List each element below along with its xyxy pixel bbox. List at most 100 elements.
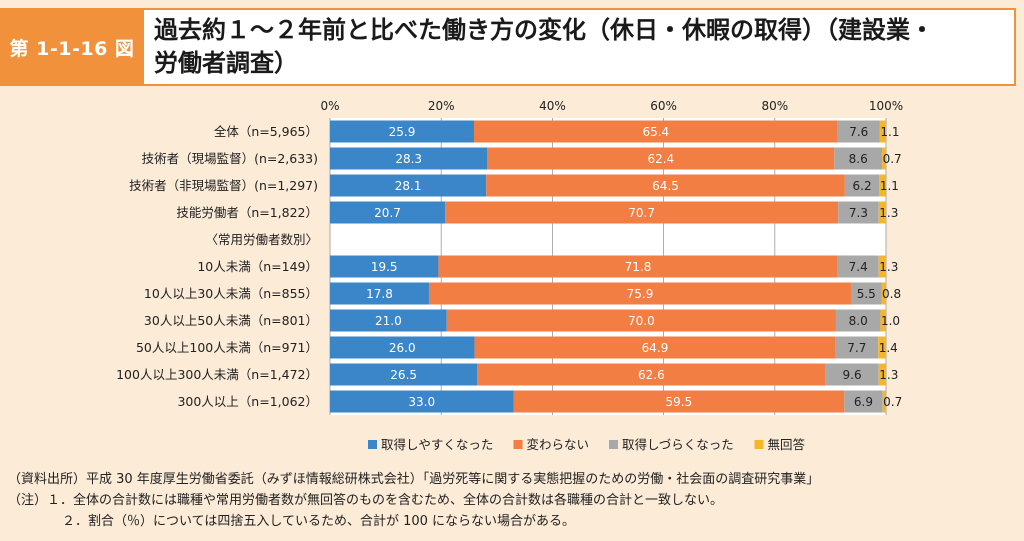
note-2: ２．割合（％）については四捨五入しているため、合計が 100 にならない場合があ… [62,514,576,529]
category-label: 技術者（非現場監督）(n=1,297) [129,178,318,193]
data-label: 70.7 [628,206,655,220]
bar-segment [330,282,429,305]
data-label: 7.7 [847,341,866,355]
bar-segment [844,174,880,197]
bar-segment [446,309,836,332]
data-label: 5.5 [857,287,876,301]
data-label: 33.0 [408,395,435,409]
data-label: 8.0 [849,314,868,328]
legend-swatch [609,440,618,449]
data-label: 6.9 [854,395,873,409]
bar-segment [878,255,886,278]
bar-segment [850,282,882,305]
bar-segment [878,336,886,359]
data-label: 62.6 [638,368,665,382]
bar-segment [835,309,881,332]
bar-segment [878,363,886,386]
data-label: 6.2 [853,179,872,193]
data-label: 19.5 [371,260,398,274]
category-label: 10人未満（n=149） [197,259,318,274]
legend-swatch [754,440,764,449]
bar-segment [438,255,838,278]
figure-number: 第 1-1-16 図 [0,8,144,86]
data-label: 1.0 [881,314,900,328]
bar-segment [477,363,826,386]
data-label: 0.7 [883,395,902,409]
data-label: 28.3 [395,152,422,166]
x-tick-label: 40% [539,99,566,113]
data-label: 1.1 [880,179,899,193]
bar-segment [487,147,835,170]
category-label: 300人以上（n=1,062） [177,394,318,409]
bar-segment [882,147,886,170]
legend-label: 無回答 [768,437,806,452]
category-label: 技術者（現場監督）(n=2,633) [142,151,318,166]
category-label: 50人以上100人未満（n=971） [136,340,318,355]
bar-segment [834,147,883,170]
category-label: 10人以上30人未満（n=855） [144,286,318,301]
bar-segment [330,336,475,359]
legend-swatch [368,440,377,449]
bar-segment [838,201,879,224]
bar-segment [837,120,880,143]
bar-segment [835,336,879,359]
bar-segment [879,120,886,143]
bar-segment [881,282,886,305]
bar-segment [330,201,446,224]
bar-segment [513,390,845,413]
data-label: 75.9 [627,287,654,301]
note-1: （注）１．全体の合計数には職種や常用労働者数が無回答のものを含むため、全体の合計… [8,493,724,508]
x-tick-label: 60% [650,99,677,113]
data-label: 0.7 [883,152,902,166]
data-label: 64.5 [652,179,679,193]
bar-segment [330,174,487,197]
legend-swatch [513,440,523,449]
notes: （資料出所）平成 30 年度厚生労働省委託（みずほ情報総研株式会社）「過労死等に… [8,469,1018,532]
category-label: 〈常用労働者数別〉 [205,232,318,247]
data-label: 0.8 [882,287,901,301]
figure-title-line2: 労働者調査） [154,49,298,77]
legend-label: 取得しづらくなった [622,437,734,452]
bar-segment [330,120,475,143]
bar-segment [330,147,488,170]
bar-segment [882,390,886,413]
data-label: 9.6 [843,368,862,382]
x-tick-label: 100% [869,99,903,113]
data-label: 20.7 [374,206,401,220]
figure-title: 過去約１～２年前と比べた働き方の変化（休日・休暇の取得）（建設業・ 労働者調査） [154,14,1004,80]
bar-segment [330,309,447,332]
bar-segment [837,255,879,278]
data-label: 26.0 [389,341,416,355]
data-label: 1.3 [879,368,898,382]
x-tick-label: 0% [320,99,339,113]
data-label: 64.9 [642,341,669,355]
data-label: 1.3 [879,260,898,274]
source-note: （資料出所）平成 30 年度厚生労働省委託（みずほ情報総研株式会社）「過労死等に… [8,472,820,487]
bar-segment [330,363,478,386]
bar-segment [330,255,439,278]
data-label: 71.8 [625,260,652,274]
category-label: 30人以上50人未満（n=801） [144,313,318,328]
figure-title-line1: 過去約１～２年前と比べた働き方の変化（休日・休暇の取得）（建設業・ [154,16,934,44]
category-label: 技能労働者（n=1,822） [176,205,318,220]
data-label: 59.5 [666,395,693,409]
data-label: 65.4 [642,125,669,139]
legend-label: 変わらない [527,437,590,452]
data-label: 25.9 [389,125,416,139]
bar-segment [844,390,883,413]
data-label: 17.8 [366,287,393,301]
bar-segment [330,390,514,413]
data-label: 8.6 [849,152,868,166]
legend-label: 取得しやすくなった [381,437,493,452]
data-label: 28.1 [395,179,422,193]
data-label: 26.5 [390,368,417,382]
bar-segment [486,174,845,197]
bar-segment [825,363,879,386]
data-label: 1.3 [879,206,898,220]
data-label: 7.6 [849,125,868,139]
bar-segment [880,309,886,332]
data-label: 1.1 [880,125,899,139]
bar-segment [474,336,836,359]
data-label: 7.3 [849,206,868,220]
bar-segment [879,174,886,197]
